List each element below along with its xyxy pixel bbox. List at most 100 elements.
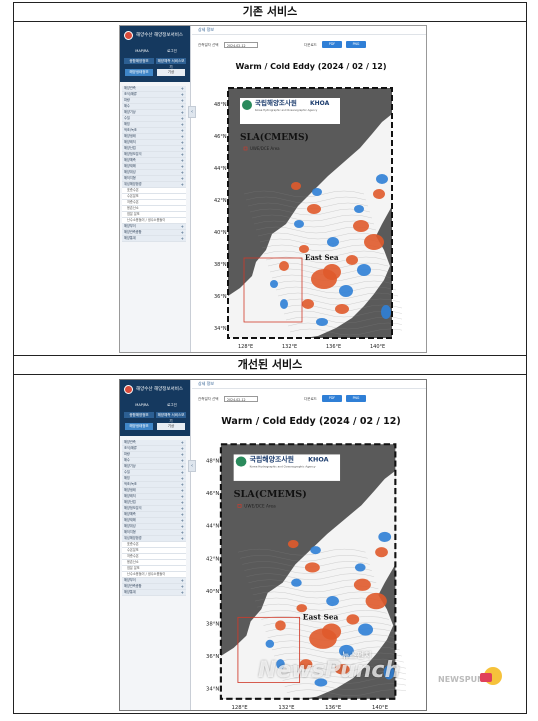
sidebar-subitem[interactable]: 용존산소 xyxy=(122,206,186,212)
png-button[interactable]: PNG xyxy=(346,395,366,402)
expand-icon[interactable]: + xyxy=(180,584,184,589)
sub-button-ocean-info[interactable]: 종합해양정보 xyxy=(124,58,154,64)
sidebar-subitem[interactable]: 표층수온 xyxy=(122,542,186,548)
sidebar-item[interactable]: 해양위성 + xyxy=(122,170,186,176)
expand-icon[interactable]: + xyxy=(180,452,184,457)
expand-icon[interactable]: + xyxy=(180,446,184,451)
expand-icon[interactable]: + xyxy=(180,440,184,445)
png-button[interactable]: PNG xyxy=(346,41,366,48)
tab-weather[interactable]: 기상 xyxy=(157,69,185,76)
expand-icon[interactable]: + xyxy=(180,104,184,109)
expand-icon[interactable]: + xyxy=(180,578,184,583)
portal-logo[interactable]: 해양수산 해양정보서비스 xyxy=(124,385,186,395)
expand-icon[interactable]: + xyxy=(180,500,184,505)
expand-icon[interactable]: + xyxy=(180,524,184,529)
sidebar-item[interactable]: 해빙 + xyxy=(122,122,186,128)
collapse-sidebar-icon[interactable]: ‹ xyxy=(188,106,196,118)
expand-icon[interactable]: + xyxy=(180,92,184,97)
sidebar-item[interactable]: 해양레저 + xyxy=(122,140,186,146)
expand-icon[interactable]: + xyxy=(180,164,184,169)
expand-icon[interactable]: + xyxy=(180,146,184,151)
sidebar-item[interactable]: 해양기상 + xyxy=(122,110,186,116)
expand-icon[interactable]: + xyxy=(180,122,184,127)
sidebar-item[interactable]: 해양관측 + xyxy=(122,440,186,446)
expand-icon[interactable]: + xyxy=(180,86,184,91)
sidebar-item[interactable]: 조석/해류 + xyxy=(122,92,186,98)
expand-icon[interactable]: + xyxy=(180,134,184,139)
sidebar-item[interactable]: 해양부이 + xyxy=(122,578,186,584)
sidebar-item[interactable]: 해양정보분석 + xyxy=(122,152,186,158)
expand-icon[interactable]: + xyxy=(180,110,184,115)
header-button-map[interactable]: MAP/RA xyxy=(135,49,149,53)
expand-icon[interactable]: + xyxy=(180,512,184,517)
sidebar-item[interactable]: 해저지형 + xyxy=(122,176,186,182)
expand-icon[interactable]: + xyxy=(180,152,184,157)
expand-icon[interactable]: + xyxy=(180,518,184,523)
date-select[interactable]: 2024-02-12 xyxy=(224,42,258,48)
sidebar-item[interactable]: 파랑 + xyxy=(122,452,186,458)
tab-ecology[interactable]: 해양생태정보 xyxy=(125,423,153,430)
sidebar-item[interactable]: 해양통계 + xyxy=(122,590,186,596)
sidebar-item[interactable]: 조석/해류 + xyxy=(122,446,186,452)
sidebar-item[interactable]: 해저지형 + xyxy=(122,530,186,536)
sub-button-forecast[interactable]: 해양예측 서비스보기 xyxy=(156,58,186,69)
pdf-button[interactable]: PDF xyxy=(322,395,342,402)
tab-ecology[interactable]: 해양생태정보 xyxy=(125,69,153,76)
sidebar-subitem[interactable]: 난수소용돌이 / 냉수소용돌이 xyxy=(122,572,186,578)
expand-icon[interactable]: + xyxy=(180,464,184,469)
expand-icon[interactable]: + xyxy=(180,494,184,499)
sidebar-item[interactable]: 수질 + xyxy=(122,470,186,476)
sidebar-item[interactable]: 수질 + xyxy=(122,116,186,122)
expand-icon[interactable]: + xyxy=(180,236,184,241)
sidebar-item[interactable]: 해양관측 + xyxy=(122,86,186,92)
sidebar-item[interactable]: 적조/녹조 + xyxy=(122,128,186,134)
expand-icon[interactable]: + xyxy=(180,116,184,121)
expand-icon[interactable]: + xyxy=(180,230,184,235)
expand-icon[interactable]: + xyxy=(180,128,184,133)
sidebar-item[interactable]: 위성해양환경 + xyxy=(122,536,186,542)
expand-icon[interactable]: + xyxy=(180,158,184,163)
sidebar-item[interactable]: 해양관측종합 + xyxy=(122,230,186,236)
sidebar-item[interactable]: 해양산업 + xyxy=(122,146,186,152)
tab-weather[interactable]: 기상 xyxy=(157,423,185,430)
expand-icon[interactable]: + xyxy=(180,176,184,181)
expand-icon[interactable]: + xyxy=(180,476,184,481)
header-button-map[interactable]: MAP/RA xyxy=(135,403,149,407)
sidebar-subitem[interactable]: 저층수온 xyxy=(122,200,186,206)
expand-icon[interactable]: + xyxy=(180,482,184,487)
expand-icon[interactable]: + xyxy=(180,182,184,187)
sidebar-item[interactable]: 적조/녹조 + xyxy=(122,482,186,488)
sidebar-item[interactable]: 해양기상 + xyxy=(122,464,186,470)
sidebar-subitem[interactable]: 염분 분포 xyxy=(122,212,186,218)
header-button-login[interactable]: 로그인 xyxy=(167,403,177,407)
portal-logo[interactable]: 해양수산 해양정보서비스 xyxy=(124,31,186,41)
sidebar-item[interactable]: 해양관측종합 + xyxy=(122,584,186,590)
sub-button-forecast[interactable]: 해양예측 서비스보기 xyxy=(156,412,186,423)
expand-icon[interactable]: + xyxy=(180,140,184,145)
sidebar-item[interactable]: 해양레저 + xyxy=(122,494,186,500)
sidebar-item[interactable]: 해양생태 + xyxy=(122,488,186,494)
sidebar-item[interactable]: 파랑 + xyxy=(122,98,186,104)
sidebar-item[interactable]: 해양산업 + xyxy=(122,500,186,506)
sidebar-subitem[interactable]: 염분 분포 xyxy=(122,566,186,572)
sidebar-item[interactable]: 해양재해 + xyxy=(122,164,186,170)
sidebar-item[interactable]: 해양부이 + xyxy=(122,224,186,230)
sidebar-subitem[interactable]: 용존산소 xyxy=(122,560,186,566)
expand-icon[interactable]: + xyxy=(180,506,184,511)
sidebar-item[interactable]: 해빙 + xyxy=(122,476,186,482)
sub-button-ocean-info[interactable]: 종합해양정보 xyxy=(124,412,154,418)
header-button-login[interactable]: 로그인 xyxy=(167,49,177,53)
sidebar-subitem[interactable]: 표층수온 xyxy=(122,188,186,194)
sidebar-subitem[interactable]: 난수소용돌이 / 냉수소용돌이 xyxy=(122,218,186,224)
expand-icon[interactable]: + xyxy=(180,590,184,595)
sidebar-item[interactable]: 해양생태 + xyxy=(122,134,186,140)
sidebar-subitem[interactable]: 수온분포 xyxy=(122,548,186,554)
sidebar-subitem[interactable]: 수온분포 xyxy=(122,194,186,200)
sidebar-item[interactable]: 해양위성 + xyxy=(122,524,186,530)
expand-icon[interactable]: + xyxy=(180,536,184,541)
sidebar-item[interactable]: 해양예측 + xyxy=(122,512,186,518)
sidebar-item[interactable]: 해양통계 + xyxy=(122,236,186,242)
sidebar-item[interactable]: 위성해양환경 + xyxy=(122,182,186,188)
expand-icon[interactable]: + xyxy=(180,530,184,535)
expand-icon[interactable]: + xyxy=(180,98,184,103)
